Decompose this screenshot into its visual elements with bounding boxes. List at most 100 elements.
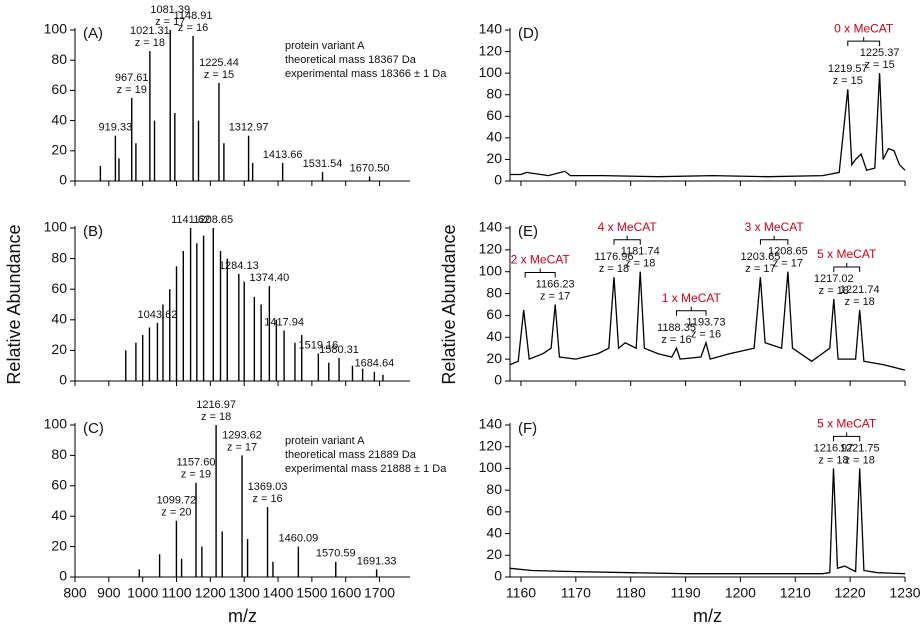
- y-tick-label: 20: [51, 142, 67, 158]
- panel-label: (F): [518, 420, 537, 437]
- y-tick-label: 80: [486, 284, 502, 300]
- peak-label: 1225.44: [199, 57, 239, 69]
- y-tick-label: 40: [51, 311, 67, 327]
- x-axis-label: m/z: [693, 606, 722, 626]
- x-tick-label: 1700: [364, 585, 395, 601]
- peak-label: 1208.65: [768, 246, 808, 258]
- x-tick-label: 800: [63, 585, 87, 601]
- peak-label: 1188.35: [657, 322, 696, 334]
- y-tick-label: 60: [486, 503, 502, 519]
- peak-label: 1208.65: [193, 214, 233, 226]
- peak-label: 1203.65: [741, 251, 781, 263]
- y-tick-label: 100: [479, 64, 503, 80]
- peak-label: 1684.64: [354, 358, 394, 370]
- y-tick-label: 60: [51, 81, 67, 97]
- x-tick-label: 1200: [725, 585, 756, 601]
- y-axis-label: Relative Abundance: [4, 224, 24, 384]
- panel-label: (E): [518, 223, 538, 240]
- panel-label: (D): [518, 25, 539, 42]
- charge-label: z = 20: [161, 507, 191, 519]
- peak-label: 1217.02: [814, 273, 854, 285]
- y-tick-label: 60: [486, 306, 502, 322]
- spectrum: [510, 73, 906, 178]
- peak-label: 1570.59: [316, 548, 356, 560]
- charge-label: z = 16: [252, 493, 282, 505]
- group-label: 1 x MeCAT: [662, 291, 722, 305]
- charge-label: z = 17: [155, 16, 185, 28]
- note: experimental mass 21888 ± 1 Da: [285, 463, 447, 475]
- charge-label: z = 16: [661, 334, 691, 346]
- charge-label: z = 19: [181, 469, 211, 481]
- peak-label: 1413.66: [263, 149, 303, 161]
- charge-label: z = 17: [773, 258, 803, 270]
- peak-label: 1216.97: [814, 442, 854, 454]
- spectrum: [509, 468, 906, 575]
- x-tick-label: 1220: [835, 585, 866, 601]
- peak-label: 1284.13: [219, 260, 259, 272]
- peak-label: 1531.54: [303, 158, 343, 170]
- note: theoretical mass 21889 Da: [285, 449, 417, 461]
- group-bracket: [524, 268, 556, 278]
- y-tick-label: 0: [59, 568, 67, 584]
- charge-label: z = 16: [691, 329, 721, 341]
- x-tick-label: 1230: [889, 585, 920, 601]
- y-tick-label: 0: [59, 372, 67, 388]
- peak-label: 1099.72: [157, 495, 197, 507]
- charge-label: z = 18: [201, 411, 231, 423]
- y-tick-label: 80: [486, 85, 502, 101]
- y-tick-label: 60: [486, 107, 502, 123]
- y-tick-label: 0: [494, 568, 502, 584]
- charge-label: z = 17: [227, 441, 257, 453]
- y-tick-label: 100: [44, 21, 68, 37]
- y-tick-label: 40: [486, 524, 502, 540]
- charge-label: z = 18: [818, 454, 848, 466]
- peak-label: 1181.74: [621, 246, 660, 258]
- charge-label: z = 16: [178, 22, 208, 34]
- peak-label: 1670.50: [350, 162, 390, 174]
- x-axis-label: m/z: [228, 606, 257, 626]
- x-tick-label: 1300: [229, 585, 260, 601]
- peak-label: 1312.97: [229, 122, 269, 134]
- group-bracket: [676, 306, 707, 316]
- charge-label: z = 18: [625, 258, 655, 270]
- y-tick-label: 100: [44, 416, 68, 432]
- peak-label: 1691.33: [357, 555, 397, 567]
- y-tick-label: 140: [479, 416, 503, 432]
- group-bracket: [833, 432, 861, 442]
- y-tick-label: 20: [486, 150, 502, 166]
- charge-label: z = 18: [599, 263, 629, 275]
- y-tick-label: 20: [486, 546, 502, 562]
- group-bracket: [847, 37, 881, 47]
- y-tick-label: 40: [486, 129, 502, 145]
- charge-label: z = 18: [845, 454, 875, 466]
- group-label: 0 x MeCAT: [834, 21, 894, 35]
- y-tick-label: 80: [51, 51, 67, 67]
- charge-label: z = 17: [745, 263, 775, 275]
- peak-label: 1374.40: [249, 272, 289, 284]
- y-tick-label: 120: [479, 437, 503, 453]
- peak-label: 1021.31: [130, 25, 170, 37]
- panel-label: (B): [83, 223, 103, 240]
- y-tick-label: 100: [479, 459, 503, 475]
- group-label: 4 x MeCAT: [598, 220, 658, 234]
- x-tick-label: 1600: [330, 585, 361, 601]
- charge-label: z = 15: [864, 59, 894, 71]
- group-label: 5 x MeCAT: [817, 247, 877, 261]
- peak-label: 1580.31: [319, 344, 359, 356]
- charge-label: z = 15: [204, 69, 234, 81]
- peak-label: 1460.09: [278, 533, 318, 545]
- peak-label: 1043.62: [138, 309, 178, 321]
- y-tick-label: 100: [44, 219, 68, 235]
- y-tick-label: 20: [486, 350, 502, 366]
- x-tick-label: 1180: [616, 585, 646, 601]
- peak-label: 919.33: [99, 122, 133, 134]
- x-tick-label: 1500: [296, 585, 327, 601]
- charge-label: z = 18: [819, 285, 849, 297]
- x-tick-label: 1100: [161, 585, 191, 601]
- y-axis-label: Relative Abundance: [439, 224, 459, 384]
- peak-label: 967.61: [115, 72, 149, 84]
- y-tick-label: 140: [479, 21, 503, 37]
- panel-label: (C): [83, 420, 104, 437]
